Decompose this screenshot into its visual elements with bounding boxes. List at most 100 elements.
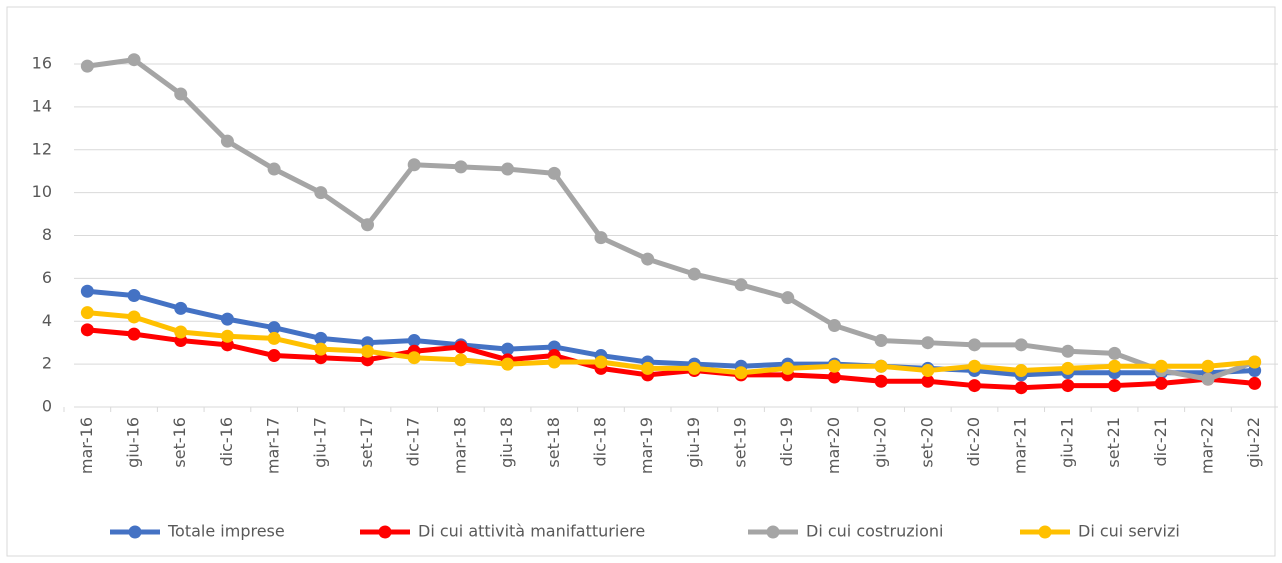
data-point: [687, 361, 701, 375]
data-point: [454, 160, 468, 174]
data-point: [267, 162, 281, 176]
data-point: [267, 321, 281, 335]
series-line: [87, 288, 1255, 378]
data-point: [454, 353, 468, 367]
data-point: [220, 329, 234, 343]
data-point: [874, 359, 888, 373]
x-tick-label: dic-17: [404, 417, 423, 467]
x-tick-label: mar-16: [77, 417, 96, 474]
y-tick-label: 14: [32, 96, 52, 115]
y-tick-label: 4: [42, 311, 52, 330]
y-tick-label: 10: [32, 182, 52, 201]
x-tick-label: mar-17: [264, 417, 283, 474]
data-point: [968, 379, 981, 393]
data-point: [734, 278, 748, 292]
chart-frame: [6, 6, 1276, 557]
x-tick-label: giu-21: [1057, 417, 1076, 468]
x-tick-label: giu-17: [310, 417, 329, 468]
data-point: [361, 218, 374, 232]
data-point: [921, 336, 935, 350]
x-tick-label: set-19: [731, 417, 750, 468]
data-point: [127, 310, 141, 324]
data-point: [594, 355, 608, 369]
y-tick-label: 16: [32, 54, 52, 73]
x-tick-label: set-20: [917, 417, 936, 468]
x-tick-label: giu-19: [684, 417, 703, 468]
data-point: [454, 340, 468, 354]
x-tick-label: set-16: [170, 417, 189, 468]
data-point: [874, 334, 888, 348]
x-tick-label: dic-20: [964, 417, 983, 467]
data-point: [641, 361, 655, 375]
data-point: [220, 312, 234, 326]
legend-label: Di cui servizi: [1078, 522, 1180, 541]
series-line: [87, 310, 1255, 376]
data-point: [687, 267, 701, 281]
data-point: [127, 53, 141, 67]
data-point: [80, 284, 94, 298]
data-point: [1154, 376, 1168, 390]
data-point: [220, 134, 234, 148]
data-point: [734, 366, 748, 380]
legend-marker: [378, 525, 392, 539]
data-point: [80, 306, 94, 320]
data-point: [1248, 355, 1262, 369]
y-tick-label: 12: [32, 139, 52, 158]
data-point: [1108, 379, 1122, 393]
data-point: [968, 359, 981, 373]
data-point: [827, 370, 841, 384]
x-tick-label: mar-20: [824, 417, 843, 474]
data-point: [1061, 379, 1075, 393]
legend-label: Di cui costruzioni: [806, 522, 943, 541]
data-point: [1014, 381, 1028, 395]
x-tick-label: set-18: [544, 417, 563, 468]
data-point: [968, 338, 981, 352]
data-point: [1248, 376, 1262, 390]
data-point: [1108, 346, 1122, 360]
y-tick-label: 6: [42, 268, 52, 287]
data-point: [827, 359, 841, 373]
series-line: [87, 57, 1256, 382]
data-point: [80, 323, 94, 337]
x-tick-label: mar-22: [1197, 417, 1216, 474]
data-point: [1061, 361, 1075, 375]
data-point: [1201, 372, 1215, 386]
y-tick-label: 2: [42, 354, 52, 373]
x-tick-label: dic-19: [777, 417, 796, 467]
x-tick-label: dic-21: [1151, 417, 1170, 467]
data-point: [174, 325, 188, 339]
y-tick-label: 0: [42, 397, 52, 416]
data-point: [361, 344, 374, 358]
x-tick-label: mar-21: [1011, 417, 1030, 474]
data-point: [1014, 338, 1028, 352]
data-point: [267, 349, 281, 363]
data-point: [314, 342, 328, 356]
x-tick-label: giu-20: [871, 417, 890, 468]
data-point: [547, 355, 561, 369]
x-tick-label: giu-22: [1244, 417, 1263, 468]
data-point: [174, 301, 188, 315]
data-point: [267, 331, 281, 345]
x-tick-label: giu-16: [124, 417, 143, 468]
data-point: [921, 374, 935, 388]
x-tick-label: set-21: [1104, 417, 1123, 468]
legend-label: Totale imprese: [167, 522, 285, 541]
data-point: [314, 331, 328, 345]
legend-marker: [128, 525, 142, 539]
data-point: [501, 357, 515, 371]
data-point: [174, 87, 188, 101]
data-point: [127, 289, 141, 303]
data-point: [1108, 359, 1122, 373]
data-point: [781, 291, 795, 305]
x-tick-label: mar-19: [637, 417, 656, 474]
x-tick-label: mar-18: [450, 417, 469, 474]
data-point: [80, 59, 94, 73]
data-point: [1061, 344, 1075, 358]
x-tick-label: set-17: [357, 417, 376, 468]
data-point: [407, 351, 421, 365]
data-point: [1201, 359, 1215, 373]
data-point: [921, 364, 935, 378]
data-point: [501, 162, 515, 176]
